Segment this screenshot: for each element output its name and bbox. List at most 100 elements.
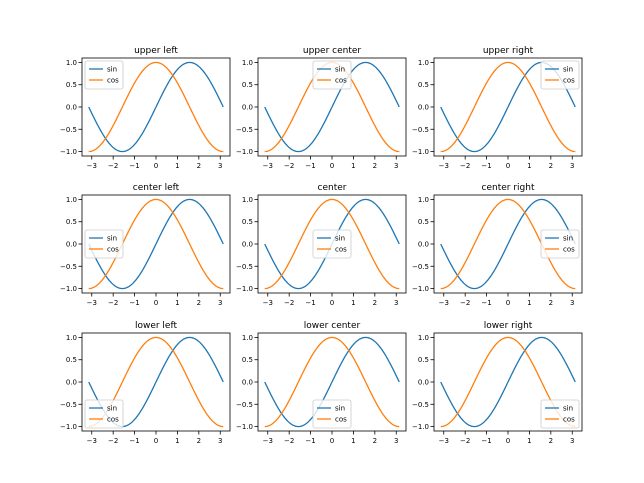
legend-box bbox=[84, 60, 124, 90]
y-tick-label: 0.0 bbox=[418, 104, 429, 112]
y-tick-label: −0.5 bbox=[60, 126, 77, 134]
legend: sin cos bbox=[312, 399, 352, 429]
x-tick-label: −3 bbox=[263, 299, 273, 307]
subplot-title: lower left bbox=[135, 321, 178, 331]
x-tick-label: 2 bbox=[549, 299, 553, 307]
y-tick-label: 0.5 bbox=[418, 81, 429, 89]
subplot-title: lower right bbox=[484, 321, 533, 331]
x-tick-label: 3 bbox=[218, 299, 222, 307]
subplot-center-right: center right −3 −2 −1 0 1 2 3 −1.0 −0.5 0.0 0.5 1.0 s… bbox=[412, 183, 583, 307]
x-tick-label: 0 bbox=[506, 437, 510, 445]
x-tick-label: −2 bbox=[460, 299, 470, 307]
legend-box bbox=[312, 229, 352, 259]
subplot-title: upper left bbox=[134, 46, 178, 56]
legend-label-cos: cos bbox=[335, 77, 347, 85]
legend-label-sin: sin bbox=[107, 66, 117, 74]
series-line-sin bbox=[440, 198, 576, 290]
legend-label-cos: cos bbox=[107, 77, 119, 85]
legend-box bbox=[312, 399, 352, 429]
y-tick-label: 1.0 bbox=[418, 334, 429, 342]
series-line-cos bbox=[264, 198, 400, 290]
series-line-cos bbox=[88, 198, 224, 290]
x-tick-label: −3 bbox=[439, 162, 449, 170]
x-tick-label: 1 bbox=[175, 162, 179, 170]
y-tick-label: 0.5 bbox=[66, 81, 77, 89]
y-tick-label: 0.5 bbox=[66, 218, 77, 226]
x-tick-label: −3 bbox=[87, 162, 97, 170]
y-tick-label: 1.0 bbox=[242, 59, 253, 67]
x-tick-label: 0 bbox=[330, 162, 334, 170]
x-tick-label: −2 bbox=[284, 162, 294, 170]
y-tick-label: −0.5 bbox=[60, 401, 77, 409]
series-line-sin bbox=[88, 61, 224, 153]
series-line-sin bbox=[264, 61, 400, 153]
subplot-title: lower center bbox=[304, 321, 361, 331]
legend-label-sin: sin bbox=[563, 66, 573, 74]
y-tick-label: 1.0 bbox=[66, 59, 77, 67]
y-tick-label: 0.0 bbox=[242, 241, 253, 249]
legend-label-sin: sin bbox=[107, 405, 117, 413]
x-tick-label: 2 bbox=[373, 299, 377, 307]
x-tick-label: −2 bbox=[284, 299, 294, 307]
y-tick-label: −0.5 bbox=[412, 401, 429, 409]
legend-box bbox=[84, 229, 124, 259]
x-tick-label: 1 bbox=[527, 437, 531, 445]
legend-box bbox=[540, 229, 580, 259]
subplot-lower-right: lower right −3 −2 −1 0 1 2 3 −1.0 −0.5 0.0 0.5 1.0 si… bbox=[412, 321, 583, 445]
y-tick-label: 0.0 bbox=[418, 379, 429, 387]
x-tick-label: 0 bbox=[330, 437, 334, 445]
x-tick-label: 3 bbox=[218, 437, 222, 445]
y-tick-label: −1.0 bbox=[412, 285, 429, 293]
legend-label-sin: sin bbox=[335, 405, 345, 413]
subplot-center: center −3 −2 −1 0 1 2 3 −1.0 −0.5 0.0 0.5 1.0 sin cos bbox=[236, 183, 407, 307]
x-tick-label: −3 bbox=[439, 299, 449, 307]
subplot-upper-center: upper center −3 −2 −1 0 1 2 3 −1.0 −0.5 0.0 0.5 1.0 s… bbox=[236, 46, 407, 170]
x-tick-label: 0 bbox=[506, 299, 510, 307]
x-tick-label: 3 bbox=[394, 437, 398, 445]
subplot-lower-left: lower left −3 −2 −1 0 1 2 3 −1.0 −0.5 0.0 0.5 1.0 sin… bbox=[60, 321, 231, 445]
subplot-lower-center: lower center −3 −2 −1 0 1 2 3 −1.0 −0.5 0.0 0.5 1.0 s… bbox=[236, 321, 407, 445]
subplot-title: center bbox=[318, 183, 347, 193]
subplot-title: upper center bbox=[303, 46, 361, 56]
legend: sin cos bbox=[84, 399, 124, 429]
y-tick-label: −1.0 bbox=[412, 148, 429, 156]
x-tick-label: 2 bbox=[197, 437, 201, 445]
x-tick-label: −1 bbox=[305, 162, 315, 170]
y-tick-label: 0.5 bbox=[242, 218, 253, 226]
x-tick-label: −2 bbox=[460, 162, 470, 170]
x-tick-label: −2 bbox=[284, 437, 294, 445]
legend-label-sin: sin bbox=[107, 235, 117, 243]
y-tick-label: −0.5 bbox=[236, 126, 253, 134]
x-tick-label: 1 bbox=[351, 299, 355, 307]
y-tick-label: 0.0 bbox=[242, 104, 253, 112]
legend-label-cos: cos bbox=[335, 246, 347, 254]
y-tick-label: −1.0 bbox=[60, 285, 77, 293]
legend-label-cos: cos bbox=[563, 77, 575, 85]
y-tick-label: 0.5 bbox=[242, 356, 253, 364]
legend-box bbox=[84, 399, 124, 429]
x-tick-label: −3 bbox=[87, 437, 97, 445]
y-tick-label: −0.5 bbox=[412, 263, 429, 271]
y-tick-label: −0.5 bbox=[236, 401, 253, 409]
x-tick-label: 2 bbox=[373, 162, 377, 170]
x-tick-label: 1 bbox=[351, 437, 355, 445]
x-tick-label: 2 bbox=[549, 437, 553, 445]
y-tick-label: 1.0 bbox=[242, 334, 253, 342]
x-tick-label: −1 bbox=[481, 299, 491, 307]
x-tick-label: 2 bbox=[197, 299, 201, 307]
x-tick-label: −1 bbox=[129, 437, 139, 445]
series-line-sin bbox=[440, 336, 576, 428]
legend-box bbox=[540, 399, 580, 429]
y-tick-label: 1.0 bbox=[418, 196, 429, 204]
series-line-cos bbox=[440, 61, 576, 153]
x-tick-label: 0 bbox=[154, 299, 158, 307]
x-tick-label: 2 bbox=[197, 162, 201, 170]
x-tick-label: −1 bbox=[481, 437, 491, 445]
x-tick-label: 3 bbox=[570, 162, 574, 170]
legend-box bbox=[312, 60, 352, 90]
y-tick-label: −1.0 bbox=[60, 423, 77, 431]
subplot-title: upper right bbox=[483, 46, 534, 56]
subplot-upper-left: upper left −3 −2 −1 0 1 2 3 −1.0 −0.5 0.0 0.5 1.0 sin… bbox=[60, 46, 231, 170]
x-tick-label: −3 bbox=[439, 437, 449, 445]
